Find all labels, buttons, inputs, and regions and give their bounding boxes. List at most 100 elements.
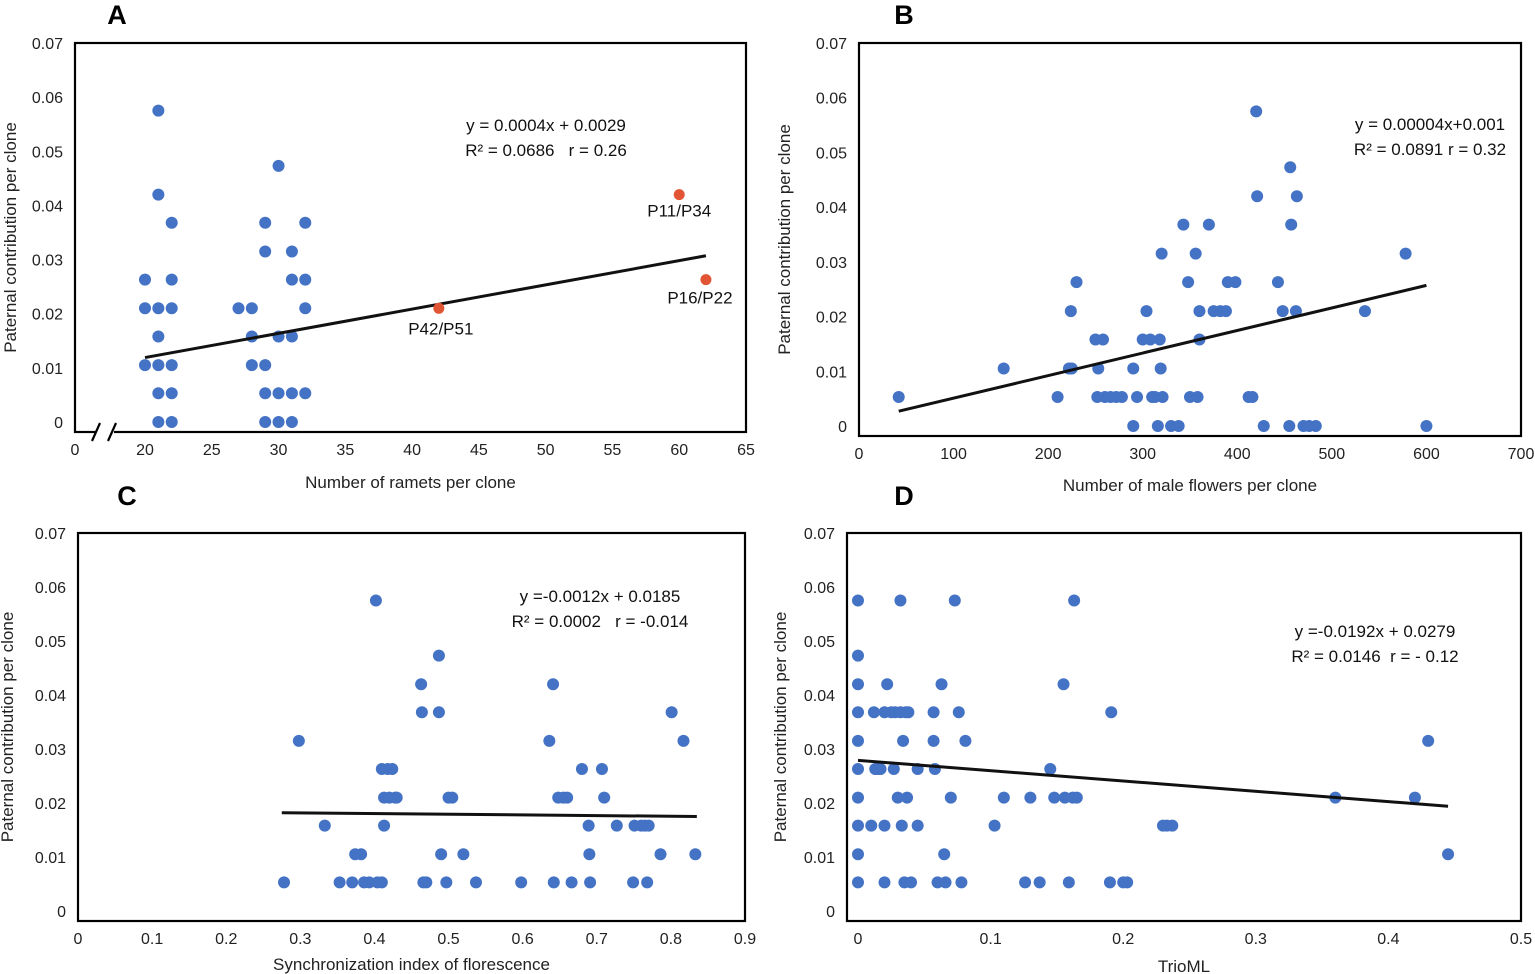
data-point	[935, 678, 948, 691]
data-point	[852, 819, 864, 832]
data-point	[415, 678, 428, 691]
x-tick-label: 35	[336, 442, 354, 459]
data-point	[1250, 105, 1263, 118]
x-tick-label: 0	[854, 931, 863, 948]
data-point	[139, 359, 151, 372]
trend-line	[144, 254, 707, 360]
data-point	[1193, 305, 1206, 318]
panel-d: 0 0.01 0.02 0.03 0.04 0.05 0.06 0.07 0 0.1 0.2 0.3 0…	[771, 481, 1532, 974]
panel-letter: B	[894, 0, 914, 30]
data-point	[887, 762, 900, 775]
data-point	[390, 791, 403, 804]
regression-stats: R² = 0.0002 r = -0.014	[512, 612, 689, 631]
data-point	[1399, 247, 1412, 260]
data-point	[435, 848, 448, 861]
panel-letter: D	[894, 481, 914, 511]
y-axis-label: Paternal contribution per clone	[775, 124, 794, 355]
x-tick-label: 45	[470, 442, 488, 459]
data-point	[654, 848, 667, 861]
data-point	[1358, 305, 1371, 318]
data-point	[1229, 276, 1242, 289]
data-point	[952, 706, 965, 719]
data-point	[677, 734, 690, 747]
trend-line	[857, 758, 1449, 808]
data-point	[610, 819, 623, 832]
highlight-point	[433, 302, 445, 314]
y-tick-label: 0.06	[32, 90, 63, 107]
data-point	[1166, 819, 1179, 832]
y-tick-label: 0.07	[35, 526, 66, 543]
data-point	[386, 762, 399, 775]
y-tick-label: 0	[826, 904, 835, 921]
data-point	[285, 245, 298, 258]
data-point	[1019, 876, 1032, 889]
data-point	[1191, 391, 1204, 404]
data-point	[278, 876, 291, 889]
data-point	[259, 216, 272, 229]
axis-break-mark	[90, 422, 102, 442]
y-tick-label: 0.03	[804, 742, 835, 759]
data-point	[375, 876, 388, 889]
data-point	[1154, 362, 1167, 375]
data-point	[152, 387, 165, 400]
data-point	[1246, 391, 1259, 404]
y-tick-label: 0.03	[35, 742, 66, 759]
x-tick-label: 500	[1319, 446, 1346, 463]
regression-equation: y =-0.0012x + 0.0185	[520, 587, 681, 606]
data-point	[152, 104, 165, 117]
data-point	[369, 594, 382, 607]
highlight-point	[673, 189, 685, 201]
data-point	[598, 791, 611, 804]
data-point	[665, 706, 678, 719]
data-point	[1103, 876, 1116, 889]
data-point	[1051, 391, 1064, 404]
regression-equation: y =-0.0192x + 0.0279	[1295, 622, 1456, 641]
data-point	[165, 416, 178, 428]
data-point	[894, 594, 907, 607]
data-point	[515, 876, 528, 889]
data-point	[1131, 391, 1144, 404]
data-point	[259, 359, 272, 372]
point-label: P16/P22	[667, 289, 732, 308]
regression-stats: R² = 0.0686 r = 0.26	[465, 141, 627, 160]
data-point	[272, 387, 285, 400]
data-point	[891, 791, 904, 804]
y-tick-label: 0.01	[35, 850, 66, 867]
x-tick-label: 20	[136, 442, 154, 459]
data-point	[865, 819, 878, 832]
x-tick-label: 0.5	[1510, 931, 1532, 948]
data-point	[1284, 161, 1297, 174]
data-point	[852, 734, 864, 747]
data-point	[440, 876, 453, 889]
data-point	[1155, 247, 1168, 260]
data-point	[152, 302, 165, 315]
y-tick-label: 0.02	[804, 796, 835, 813]
data-point	[1068, 594, 1081, 607]
data-point	[415, 706, 428, 719]
data-point	[1156, 391, 1169, 404]
trend-line	[898, 283, 1427, 413]
y-tick-label: 0.02	[816, 310, 847, 327]
data-point	[152, 359, 165, 372]
x-tick-label: 400	[1224, 446, 1251, 463]
plot-area	[845, 531, 1523, 923]
y-tick-label: 0.03	[816, 255, 847, 272]
data-point	[245, 302, 258, 315]
data-point	[1285, 218, 1298, 231]
x-tick-label: 0.2	[1112, 931, 1134, 948]
data-point	[165, 216, 178, 229]
data-point	[988, 819, 1001, 832]
data-point	[852, 762, 864, 775]
data-point	[1251, 190, 1264, 203]
x-tick-label: 0.1	[141, 931, 163, 948]
x-axis-label: Number of male flowers per clone	[1063, 476, 1317, 495]
data-point	[299, 387, 312, 400]
data-point	[867, 706, 880, 719]
data-point	[1219, 305, 1232, 318]
x-tick-label: 55	[604, 442, 622, 459]
data-point	[641, 876, 654, 889]
data-point	[927, 734, 940, 747]
data-point	[852, 594, 864, 607]
panel-c: 0 0.01 0.02 0.03 0.04 0.05 0.06 0.07 0 0.1 0.2 0.3 0…	[0, 481, 756, 974]
data-point	[457, 848, 470, 861]
